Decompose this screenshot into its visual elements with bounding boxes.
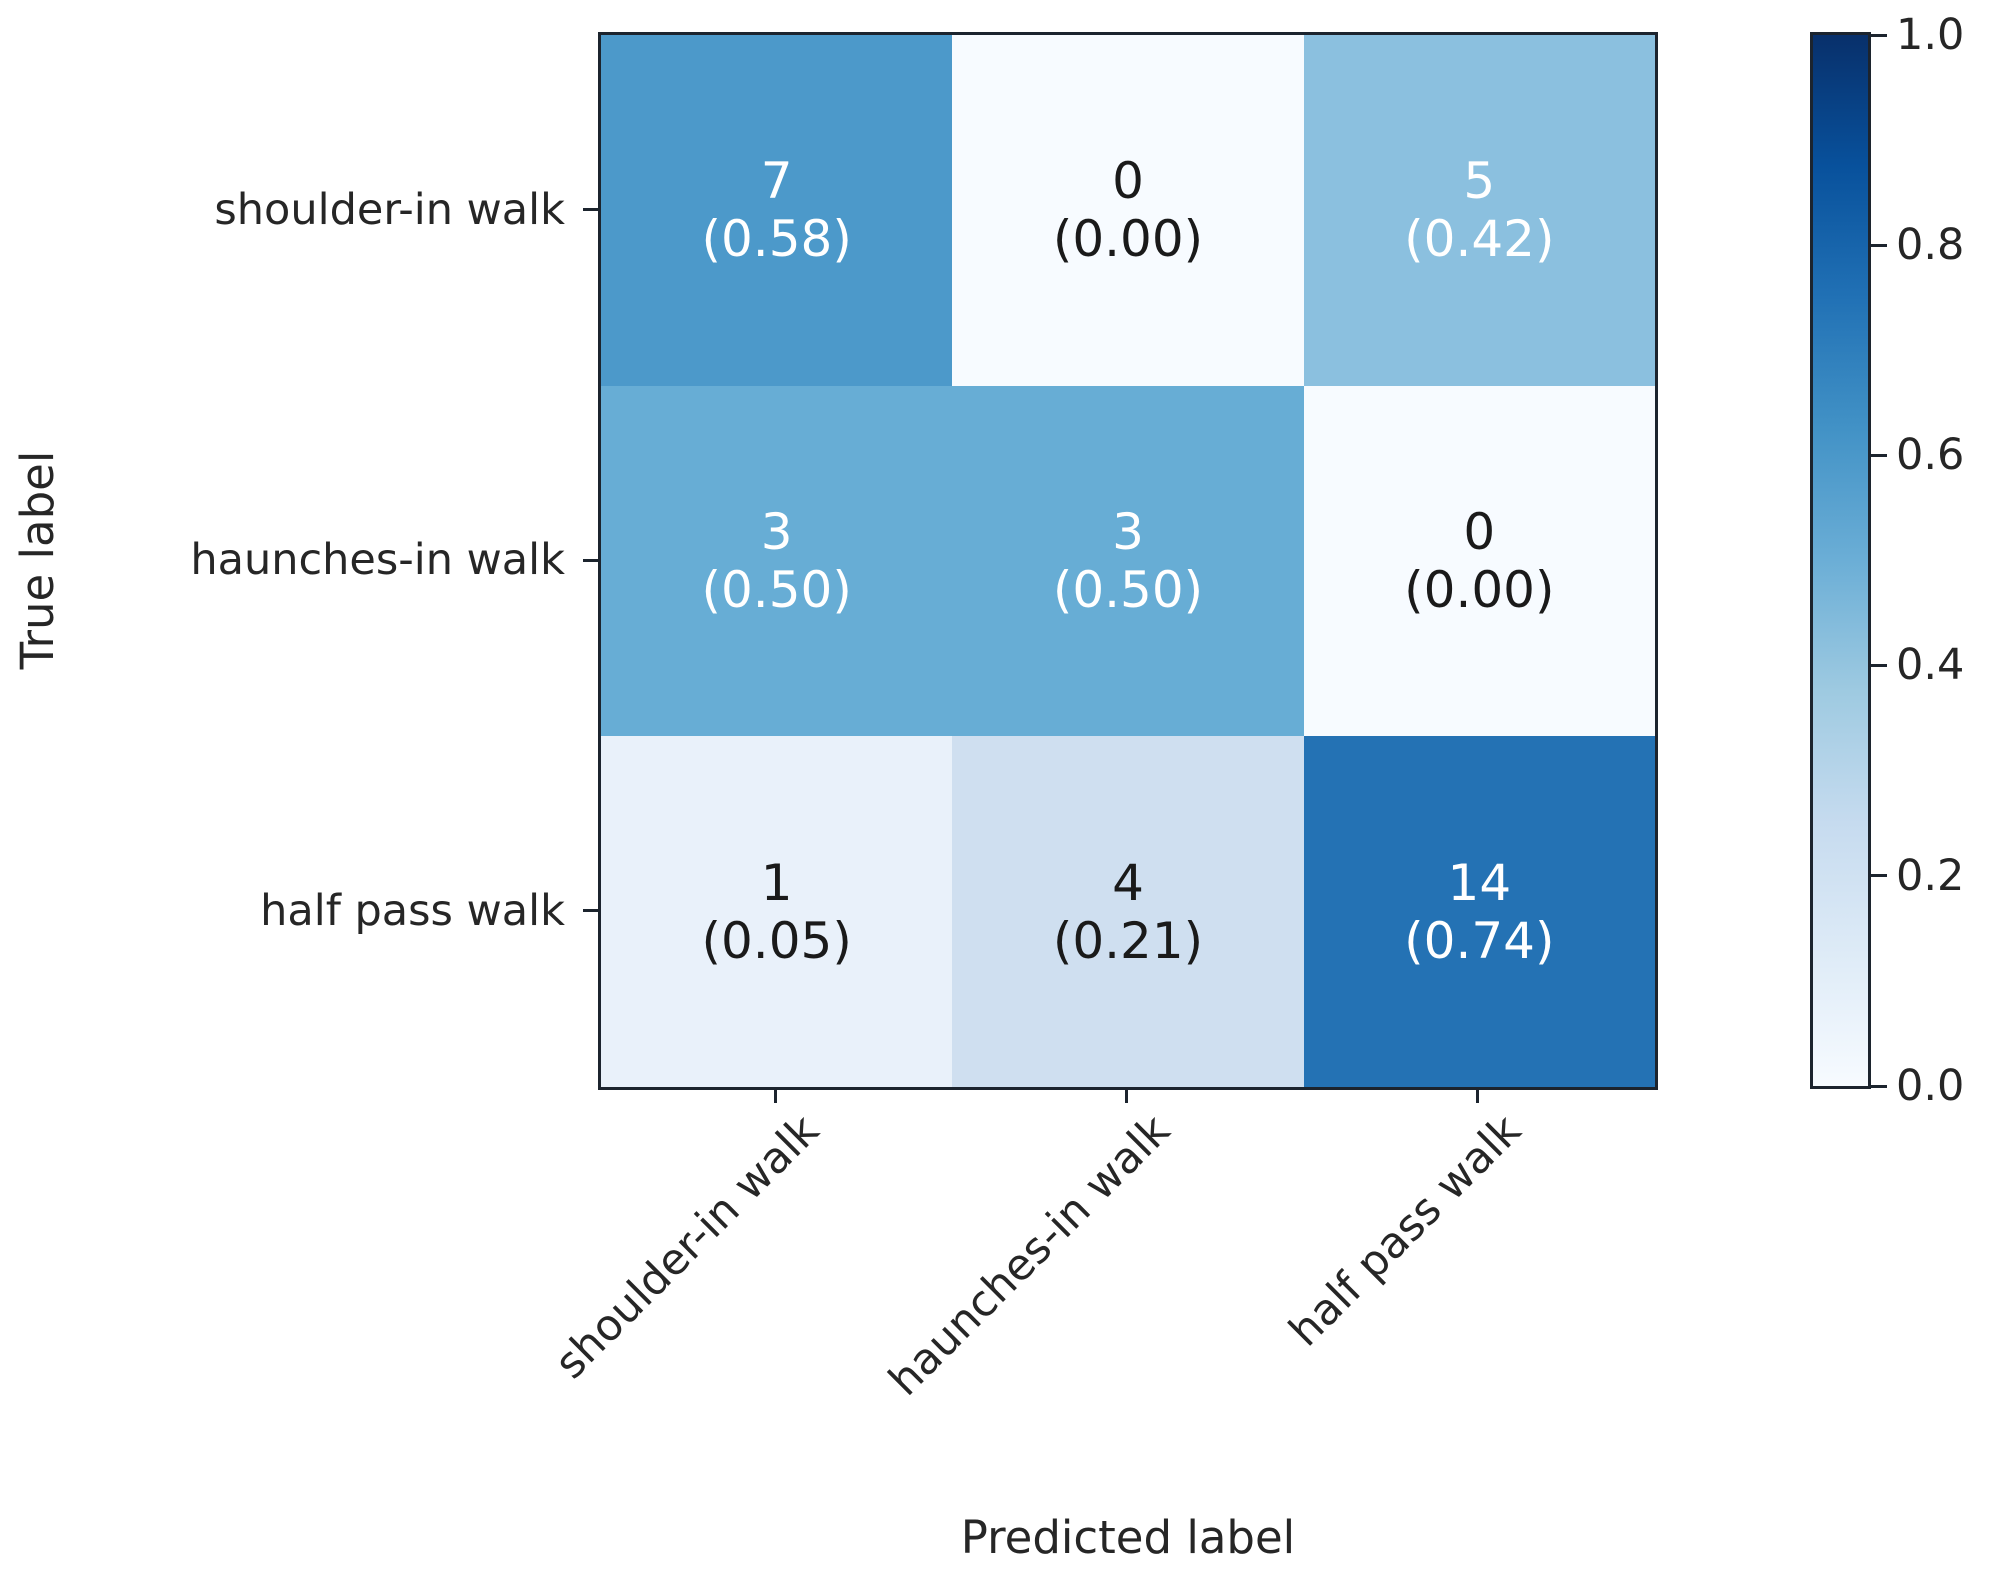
heatmap-grid: 7 (0.58) 0 (0.00) 5 (0.42) 3 (0.50) 3 (0… — [598, 32, 1658, 1090]
cell-count: 0 — [1112, 152, 1144, 211]
colorbar — [1810, 32, 1871, 1089]
y-tick-mark — [583, 208, 598, 211]
y-tick-mark — [583, 559, 598, 562]
colorbar-tick-mark — [1871, 454, 1887, 457]
colorbar-tick-label: 0.4 — [1896, 640, 1965, 690]
cell-count: 5 — [1463, 152, 1496, 211]
cell-count: 4 — [1112, 853, 1144, 912]
cell-proportion: (0.50) — [701, 560, 852, 619]
colorbar-tick-mark — [1871, 874, 1887, 877]
heatmap-cell: 3 (0.50) — [601, 385, 953, 737]
cell-proportion: (0.00) — [1404, 560, 1555, 619]
cell-count: 7 — [760, 152, 793, 211]
colorbar-tick-label: 0.2 — [1896, 851, 1965, 901]
cell-proportion: (0.50) — [1052, 560, 1204, 619]
heatmap-cell: 14 (0.74) — [1303, 736, 1655, 1087]
heatmap-cell: 1 (0.05) — [601, 736, 953, 1087]
heatmap-cell: 5 (0.42) — [1303, 35, 1655, 386]
cell-count: 14 — [1447, 853, 1512, 912]
y-tick-mark — [583, 909, 598, 912]
x-tick-mark — [1125, 1087, 1128, 1103]
heatmap-cell: 7 (0.58) — [601, 35, 953, 386]
colorbar-tick-label: 0.8 — [1896, 220, 1965, 270]
colorbar-tick-mark — [1871, 244, 1887, 247]
y-tick-label: half pass walk — [260, 886, 565, 936]
heatmap-cell: 0 (0.00) — [952, 35, 1304, 386]
x-tick-mark — [774, 1087, 777, 1103]
cell-proportion: (0.05) — [701, 911, 852, 970]
heatmap-cell: 0 (0.00) — [1303, 385, 1655, 737]
cell-proportion: (0.74) — [1404, 911, 1555, 970]
colorbar-tick-mark — [1871, 1085, 1887, 1088]
cell-count: 1 — [760, 853, 793, 912]
cell-count: 3 — [1112, 502, 1144, 561]
colorbar-tick-label: 0.0 — [1896, 1061, 1965, 1111]
cell-proportion: (0.00) — [1052, 210, 1204, 269]
y-tick-label: haunches-in walk — [190, 535, 565, 585]
heatmap-cell: 3 (0.50) — [952, 385, 1304, 737]
colorbar-tick-label: 1.0 — [1896, 10, 1965, 60]
cell-count: 3 — [760, 502, 793, 561]
colorbar-tick-mark — [1871, 664, 1887, 667]
y-tick-label: shoulder-in walk — [214, 185, 565, 235]
x-tick-mark — [1476, 1087, 1479, 1103]
cell-proportion: (0.21) — [1052, 911, 1204, 970]
colorbar-tick-label: 0.6 — [1896, 430, 1965, 480]
x-axis-title: Predicted label — [960, 1511, 1296, 1564]
cell-proportion: (0.42) — [1404, 210, 1555, 269]
heatmap-cell: 4 (0.21) — [952, 736, 1304, 1087]
cell-count: 0 — [1463, 502, 1496, 561]
colorbar-tick-mark — [1871, 34, 1887, 37]
cell-proportion: (0.58) — [701, 210, 852, 269]
